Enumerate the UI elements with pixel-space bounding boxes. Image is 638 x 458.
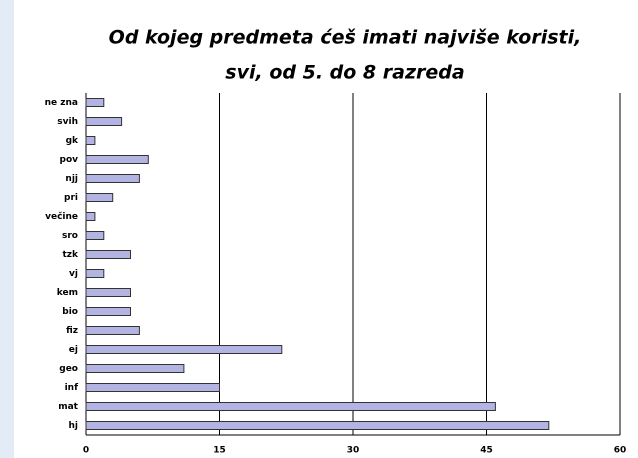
bar <box>85 402 496 411</box>
y-tick-label: njj <box>65 174 78 184</box>
bar <box>85 383 220 392</box>
bar <box>85 250 131 259</box>
bar <box>85 288 131 297</box>
y-tick-label: pov <box>60 155 79 165</box>
x-tick-label: 45 <box>480 446 493 456</box>
y-tick-label: ej <box>69 345 78 355</box>
bar <box>85 269 105 278</box>
bar <box>85 231 105 240</box>
y-tick-label: gk <box>66 136 79 146</box>
y-tick-label: inf <box>65 383 78 393</box>
y-tick-label: mat <box>58 402 78 412</box>
x-tick-label: 30 <box>347 446 360 456</box>
y-tick-label: svih <box>57 117 78 127</box>
y-tick-label: bio <box>62 307 78 317</box>
y-tick-label: večine <box>45 211 78 222</box>
bar <box>85 307 131 316</box>
bar <box>85 326 140 335</box>
bar <box>85 193 114 202</box>
y-tick-label: vj <box>69 269 78 279</box>
y-tick-label: kem <box>57 288 78 298</box>
bar <box>85 117 123 126</box>
y-tick-label: tzk <box>62 250 79 260</box>
y-tick-label: sro <box>62 231 78 241</box>
bar <box>85 421 550 430</box>
chart-title: svi, od 5. do 8 razreda <box>225 62 464 84</box>
x-tick-label: 0 <box>83 446 89 456</box>
y-tick-label: pri <box>64 193 78 203</box>
bar <box>85 364 185 373</box>
bar <box>85 212 96 221</box>
bar <box>85 345 283 354</box>
bar <box>85 174 140 183</box>
bar <box>85 136 96 145</box>
bar <box>85 98 105 107</box>
y-tick-label: geo <box>59 364 78 374</box>
bar <box>85 155 149 164</box>
x-tick-label: 15 <box>213 446 226 456</box>
x-tick-label: 60 <box>614 446 627 456</box>
y-tick-label: fiz <box>66 326 78 336</box>
chart-title: Od kojeg predmeta ćeš imati najviše kori… <box>109 27 582 49</box>
left-edge <box>0 0 14 458</box>
y-tick-label: hj <box>69 421 79 431</box>
y-tick-label: ne zna <box>45 98 78 108</box>
